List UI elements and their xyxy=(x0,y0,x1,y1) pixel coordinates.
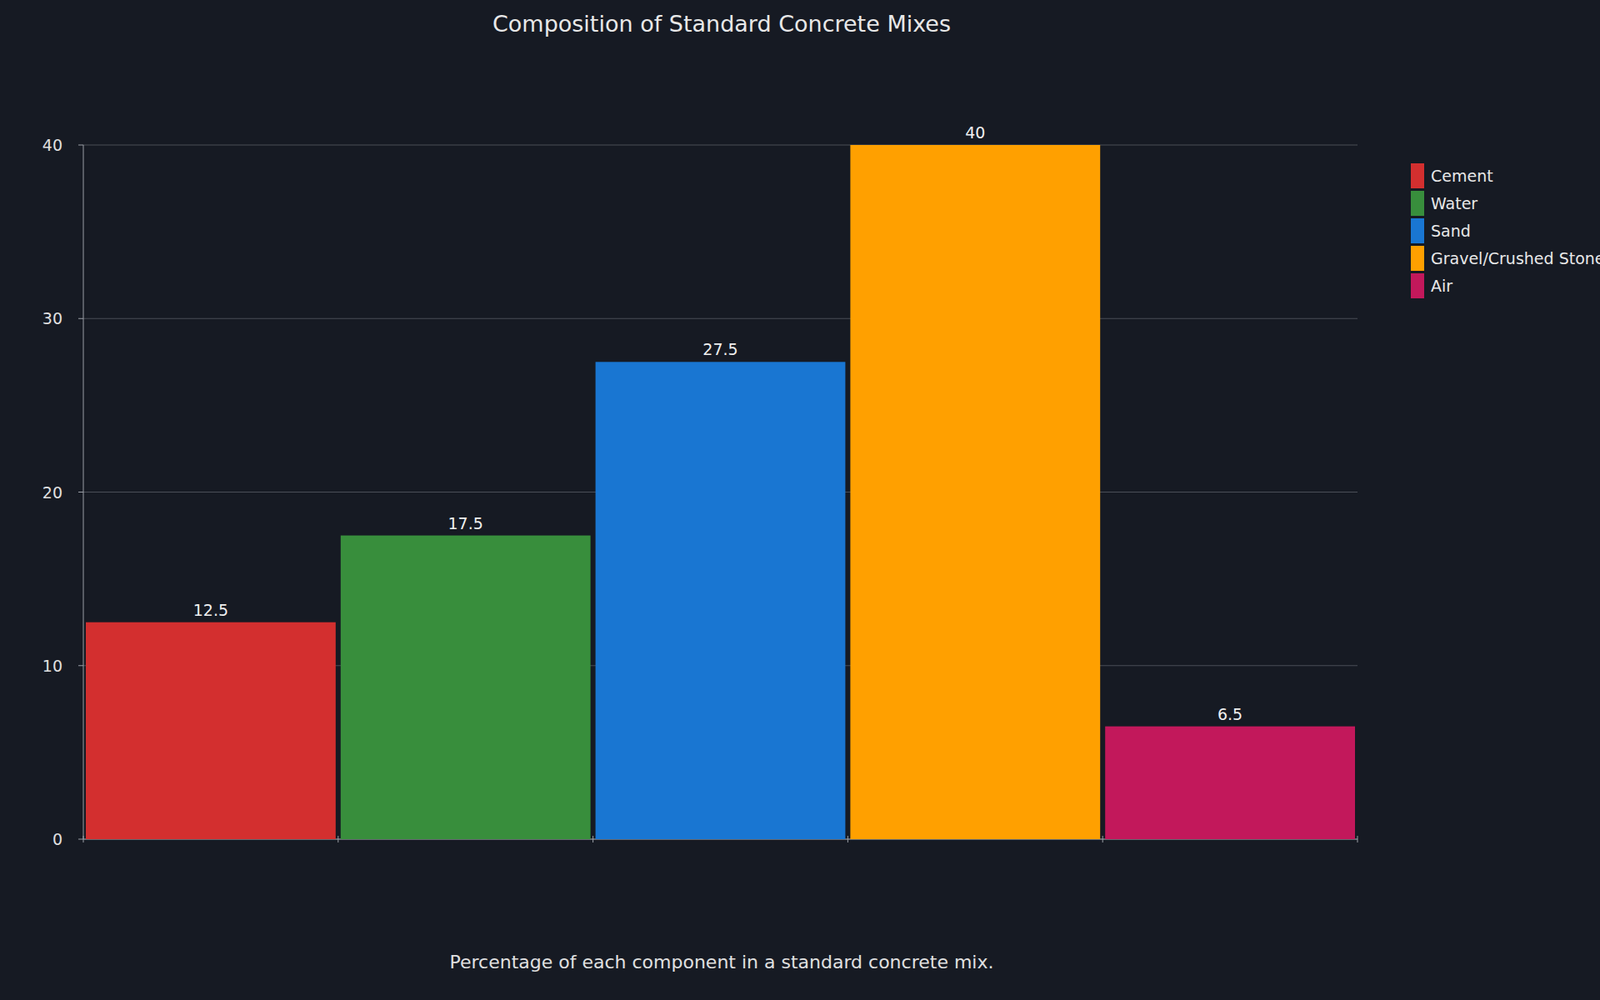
x-tick xyxy=(592,835,594,843)
y-tick-label: 0 xyxy=(52,830,63,849)
legend-label: Gravel/Crushed Stone xyxy=(1430,249,1600,268)
legend-swatch xyxy=(1410,190,1425,216)
bar xyxy=(1105,726,1355,840)
data-label: 40 xyxy=(965,123,985,142)
legend-swatch xyxy=(1410,273,1425,299)
y-tick-label: 40 xyxy=(42,135,63,155)
data-label: 6.5 xyxy=(1217,705,1243,724)
y-tick-label: 10 xyxy=(42,656,63,675)
chart-container: Composition of Standard Concrete Mixes 0 1… xyxy=(0,0,1600,1000)
legend-label: Sand xyxy=(1430,221,1471,240)
y-tick xyxy=(78,839,84,840)
data-label: 12.5 xyxy=(193,600,229,620)
x-tick xyxy=(847,835,849,843)
bar xyxy=(595,361,846,840)
grid-line xyxy=(83,318,1358,320)
data-label: 27.5 xyxy=(702,340,738,359)
bar xyxy=(340,535,591,840)
x-axis-label: Percentage of each component in a standa… xyxy=(450,951,995,973)
legend-label: Cement xyxy=(1430,166,1494,185)
bars xyxy=(85,145,1355,840)
y-tick xyxy=(78,318,84,320)
y-tick xyxy=(78,145,84,146)
y-tick xyxy=(78,491,84,493)
legend-swatch xyxy=(1410,163,1425,189)
legend-swatch xyxy=(1410,218,1425,244)
chart-svg: Composition of Standard Concrete Mixes 0 1… xyxy=(0,0,1600,1000)
x-tick xyxy=(83,835,85,843)
y-tick xyxy=(78,665,84,666)
x-tick xyxy=(1357,835,1359,843)
x-tick xyxy=(1102,835,1104,843)
grid-line xyxy=(83,145,1358,146)
title: Composition of Standard Concrete Mixes xyxy=(492,10,951,37)
y-axis xyxy=(83,145,85,840)
y-tick-label: 20 xyxy=(42,483,63,502)
legend-label: Water xyxy=(1430,194,1478,213)
bar xyxy=(85,622,336,840)
background xyxy=(0,0,1600,1000)
legend-swatch xyxy=(1410,245,1425,271)
y-tick-label: 30 xyxy=(42,309,63,328)
data-label: 17.5 xyxy=(448,514,484,533)
legend-label: Air xyxy=(1430,276,1453,295)
bar xyxy=(850,145,1100,840)
x-tick xyxy=(337,835,339,843)
